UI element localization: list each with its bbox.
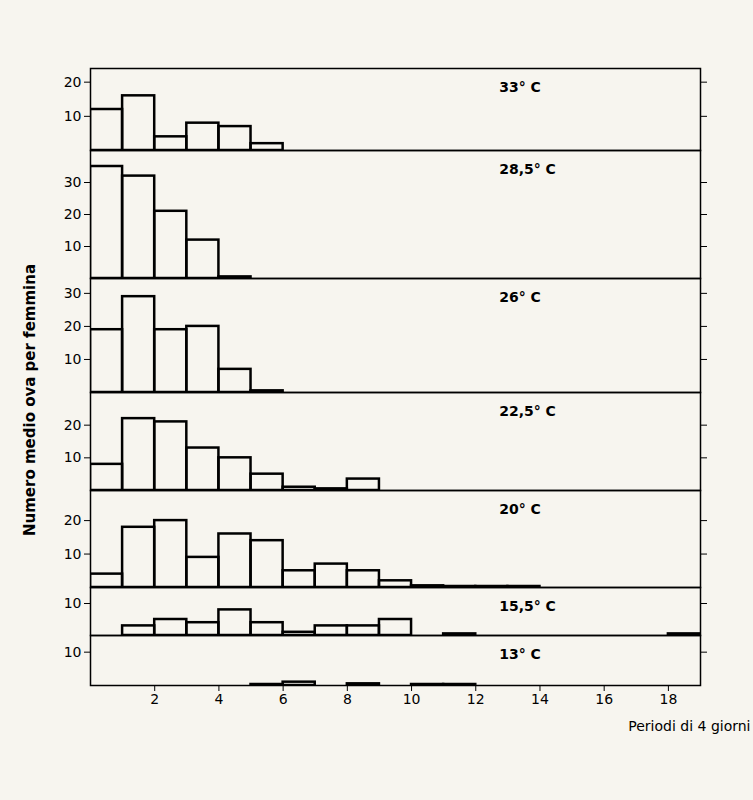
svg-text:30: 30 xyxy=(64,285,82,301)
svg-text:10: 10 xyxy=(403,691,421,707)
svg-text:10: 10 xyxy=(64,108,82,124)
svg-text:18: 18 xyxy=(659,691,677,707)
svg-text:33° C: 33° C xyxy=(499,79,541,95)
svg-text:16: 16 xyxy=(595,691,613,707)
svg-text:2: 2 xyxy=(150,691,159,707)
svg-text:10: 10 xyxy=(64,238,82,254)
svg-text:30: 30 xyxy=(64,174,82,190)
svg-text:10: 10 xyxy=(64,351,82,367)
svg-text:14: 14 xyxy=(531,691,549,707)
svg-text:6: 6 xyxy=(279,691,288,707)
svg-text:20: 20 xyxy=(64,206,82,222)
svg-text:13° C: 13° C xyxy=(499,646,541,662)
svg-text:15,5° C: 15,5° C xyxy=(499,598,556,614)
svg-text:20: 20 xyxy=(64,417,82,433)
svg-text:20: 20 xyxy=(64,74,82,90)
svg-text:20: 20 xyxy=(64,512,82,528)
svg-text:10: 10 xyxy=(64,595,82,611)
svg-text:4: 4 xyxy=(214,691,223,707)
html-text:Numero medio ova per femmina: Numero medio ova per femmina xyxy=(21,264,39,536)
svg-text:10: 10 xyxy=(64,644,82,660)
svg-text:12: 12 xyxy=(467,691,485,707)
svg-text:22,5° C: 22,5° C xyxy=(499,403,556,419)
svg-text:10: 10 xyxy=(64,449,82,465)
svg-text:8: 8 xyxy=(343,691,352,707)
svg-text:26° C: 26° C xyxy=(499,289,541,305)
svg-text:Periodi di 4 giorni: Periodi di 4 giorni xyxy=(628,718,750,734)
svg-text:20: 20 xyxy=(64,318,82,334)
svg-text:20° C: 20° C xyxy=(499,501,541,517)
svg-text:10: 10 xyxy=(64,546,82,562)
svg-text:28,5° C: 28,5° C xyxy=(499,161,556,177)
